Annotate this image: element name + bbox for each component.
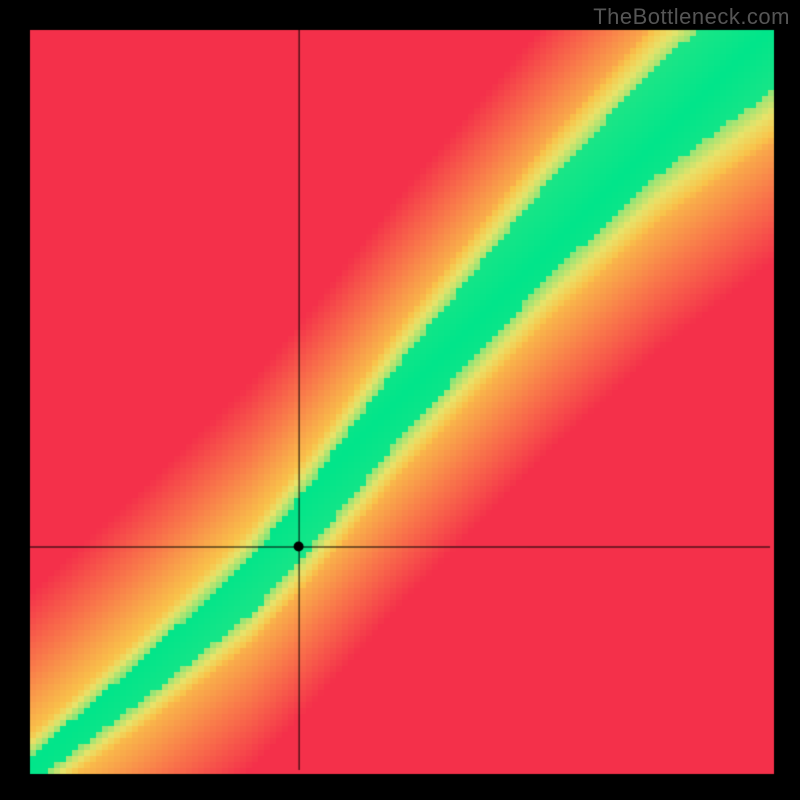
figure-container: TheBottleneck.com <box>0 0 800 800</box>
bottleneck-heatmap <box>0 0 800 800</box>
watermark: TheBottleneck.com <box>593 4 790 30</box>
